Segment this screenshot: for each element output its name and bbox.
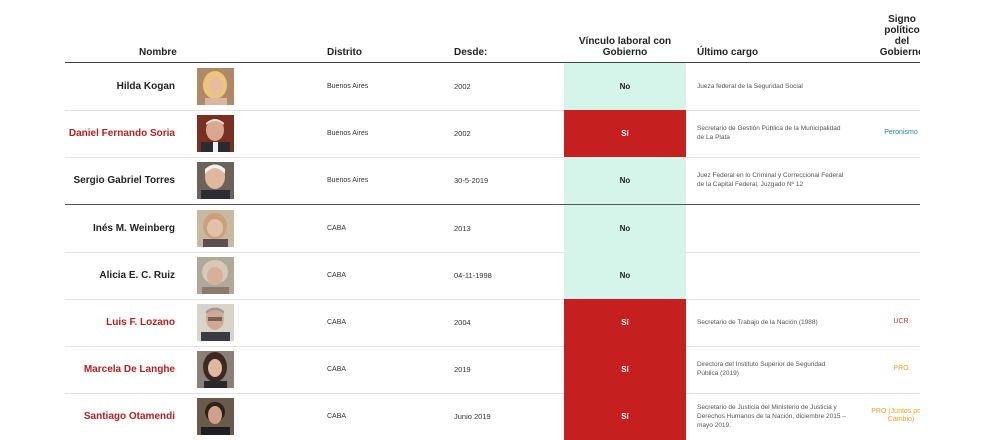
vinculo-badge: Sí <box>564 110 686 157</box>
judge-last-post: Juez Federal en lo Criminal y Correccion… <box>697 172 844 188</box>
vinculo-badge: No <box>564 157 686 204</box>
judge-since: 2019 <box>454 364 471 374</box>
header-desde: Desde: <box>454 47 488 58</box>
political-sign: PRO (Juntos por el Cambio) <box>871 408 920 423</box>
vinculo-badge: Sí <box>564 299 686 346</box>
political-sign: Peronismo <box>884 129 918 136</box>
table-row: Luis F. Lozano CABA 2004 Sí Secretario d… <box>65 299 920 347</box>
political-sign: PRO <box>893 365 909 372</box>
table-row: Sergio Gabriel Torres Buenos Aires 30-5-… <box>65 157 920 205</box>
vinculo-badge: Sí <box>564 346 686 393</box>
table-row: Marcela De Langhe CABA 2019 Sí Directora… <box>65 346 920 394</box>
table-row: Alicia E. C. Ruiz CABA 04-11-1998 No <box>65 252 920 300</box>
judge-name: Hilda Kogan <box>116 80 175 92</box>
table-row: Inés M. Weinberg CABA 2013 No <box>65 205 920 253</box>
judge-since: 04-11-1998 <box>454 270 492 280</box>
judge-name: Santiago Otamendi <box>83 410 175 422</box>
judge-last-post: Secretario de Justicia del Ministerio de… <box>697 403 846 429</box>
judge-last-post <box>697 252 847 298</box>
judges-table: Nombre Distrito Desde: Vínculo laboral c… <box>65 0 920 440</box>
judge-photo <box>197 398 234 435</box>
political-sign <box>867 63 920 109</box>
judge-district: CABA <box>327 318 347 326</box>
judge-photo <box>197 162 234 199</box>
table-header: Nombre Distrito Desde: Vínculo laboral c… <box>65 0 920 63</box>
judge-photo <box>197 210 234 247</box>
judge-district: CABA <box>327 412 347 420</box>
judge-name: Alicia E. C. Ruiz <box>99 269 175 281</box>
judge-photo <box>197 257 234 294</box>
judge-last-post <box>697 205 847 251</box>
judge-since: 2004 <box>454 317 471 327</box>
political-sign <box>867 205 920 251</box>
table-row: Daniel Fernando Soria Buenos Aires 2002 … <box>65 110 920 158</box>
header-distrito: Distrito <box>327 47 362 58</box>
judge-last-post: Jueza federal de la Seguridad Social <box>697 82 803 90</box>
judge-district: Buenos Aires <box>327 129 369 137</box>
judge-name: Marcela De Langhe <box>83 363 175 375</box>
judge-name: Daniel Fernando Soria <box>68 127 175 139</box>
header-signo: Signo político del Gobierno <box>879 14 920 58</box>
header-nombre: Nombre <box>139 47 177 58</box>
header-cargo: Último cargo <box>697 47 759 58</box>
judge-district: CABA <box>327 365 347 373</box>
judge-since: 2002 <box>454 128 471 138</box>
judge-photo <box>197 351 234 388</box>
judge-photo <box>197 115 234 152</box>
vinculo-badge: No <box>564 205 686 252</box>
judge-last-post: Secretario de Gestión Pública de la Muni… <box>697 125 841 141</box>
vinculo-badge: No <box>564 63 686 110</box>
judge-last-post: Secretario de Trabajo de la Nación (1988… <box>697 318 818 326</box>
judge-photo <box>197 68 234 105</box>
judge-since: Junio 2019 <box>454 411 491 421</box>
judge-district: Buenos Aires <box>327 82 369 90</box>
political-sign <box>867 157 920 203</box>
judge-district: CABA <box>327 224 347 232</box>
judge-since: 2002 <box>454 81 471 91</box>
judge-district: CABA <box>327 271 347 279</box>
table-row: Santiago Otamendi CABA Junio 2019 Sí Sec… <box>65 393 920 440</box>
judge-photo <box>197 304 234 341</box>
judge-name: Inés M. Weinberg <box>92 222 175 234</box>
judge-district: Buenos Aires <box>327 176 369 184</box>
political-sign: UCR <box>893 318 909 325</box>
political-sign <box>867 252 920 298</box>
judge-since: 30-5-2019 <box>454 175 489 185</box>
vinculo-badge: No <box>564 252 686 299</box>
judge-last-post: Directora del Instituto Superior de Segu… <box>697 361 826 377</box>
judge-since: 2013 <box>454 223 471 233</box>
vinculo-badge: Sí <box>564 393 686 440</box>
judge-name: Sergio Gabriel Torres <box>73 174 175 186</box>
header-vinculo: Vínculo laboral con Gobierno <box>578 36 672 58</box>
table-row: Hilda Kogan Buenos Aires 2002 No Jueza f… <box>65 63 920 111</box>
judge-name: Luis F. Lozano <box>106 316 175 328</box>
